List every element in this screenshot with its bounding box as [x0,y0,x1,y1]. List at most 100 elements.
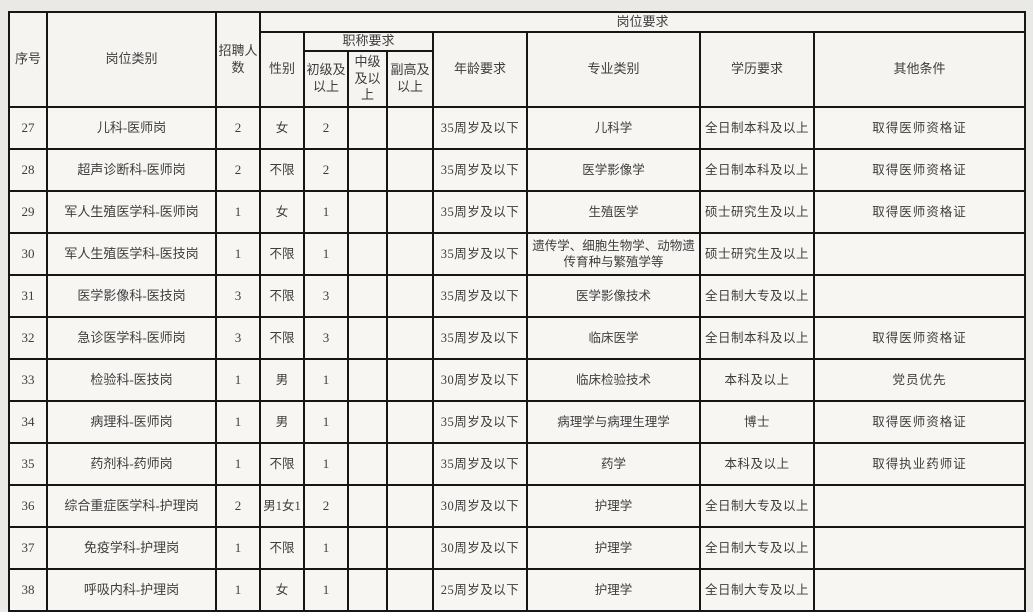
cell-count: 1 [215,190,261,234]
cell-count: 1 [215,232,261,276]
cell-count: 2 [215,484,261,528]
cell-junior: 2 [303,148,349,192]
cell-age: 35周岁及以下 [432,316,528,360]
cell-no: 28 [8,148,48,192]
cell-senior [386,106,434,150]
cell-other: 取得医师资格证 [813,106,1026,150]
cell-count: 1 [215,442,261,486]
cell-senior [386,274,434,318]
cell-no: 34 [8,400,48,444]
cell-intermediate [347,148,388,192]
cell-no: 32 [8,316,48,360]
header-category: 岗位类别 [46,11,217,108]
cell-junior: 3 [303,316,349,360]
cell-intermediate [347,484,388,528]
header-requirements-group: 岗位要求 [259,11,1026,33]
header-major: 专业类别 [526,31,701,108]
cell-count: 1 [215,400,261,444]
cell-senior [386,526,434,570]
cell-intermediate [347,106,388,150]
cell-junior: 1 [303,232,349,276]
table-header: 序号 岗位类别 招聘人数 岗位要求 性别 职称要求 年龄要求 专业类别 学历要求… [8,11,1026,108]
cell-category: 军人生殖医学科-医师岗 [46,190,217,234]
table-row: 38 呼吸内科-护理岗 1 女 1 25周岁及以下 护理学 全日制大专及以上 [8,568,1026,612]
cell-age: 35周岁及以下 [432,148,528,192]
cell-major: 护理学 [526,568,701,612]
cell-other [813,526,1026,570]
cell-education: 全日制本科及以上 [699,106,815,150]
cell-other [813,232,1026,276]
cell-count: 1 [215,358,261,402]
cell-education: 硕士研究生及以上 [699,232,815,276]
table-row: 28 超声诊断科-医师岗 2 不限 2 35周岁及以下 医学影像学 全日制本科及以上 取得医师资… [8,148,1026,192]
cell-age: 30周岁及以下 [432,484,528,528]
cell-age: 30周岁及以下 [432,358,528,402]
cell-senior [386,316,434,360]
cell-other: 党员优先 [813,358,1026,402]
header-senior-title: 副高及以上 [386,50,434,108]
cell-age: 35周岁及以下 [432,232,528,276]
cell-count: 3 [215,316,261,360]
cell-junior: 2 [303,484,349,528]
cell-intermediate [347,526,388,570]
cell-other: 取得医师资格证 [813,190,1026,234]
header-no: 序号 [8,11,48,108]
cell-category: 病理科-医师岗 [46,400,217,444]
cell-category: 药剂科-药师岗 [46,442,217,486]
cell-senior [386,358,434,402]
cell-senior [386,400,434,444]
cell-senior [386,568,434,612]
header-title-group: 职称要求 [303,31,434,52]
cell-other: 取得执业药师证 [813,442,1026,486]
cell-major: 病理学与病理生理学 [526,400,701,444]
cell-no: 37 [8,526,48,570]
cell-other [813,274,1026,318]
cell-category: 检验科-医技岗 [46,358,217,402]
cell-gender: 不限 [259,526,305,570]
cell-count: 1 [215,526,261,570]
cell-intermediate [347,316,388,360]
table-row: 32 急诊医学科-医师岗 3 不限 3 35周岁及以下 临床医学 全日制本科及以上 取得医师资格… [8,316,1026,360]
cell-age: 35周岁及以下 [432,274,528,318]
cell-junior: 1 [303,190,349,234]
cell-education: 全日制大专及以上 [699,568,815,612]
table-row: 34 病理科-医师岗 1 男 1 35周岁及以下 病理学与病理生理学 博士 取得医师资格证 [8,400,1026,444]
cell-no: 33 [8,358,48,402]
cell-category: 急诊医学科-医师岗 [46,316,217,360]
cell-age: 30周岁及以下 [432,526,528,570]
cell-senior [386,442,434,486]
table-body: 27 儿科-医师岗 2 女 2 35周岁及以下 儿科学 全日制本科及以上 取得医师资格证 28 超声… [8,106,1026,612]
cell-gender: 不限 [259,148,305,192]
table-row: 27 儿科-医师岗 2 女 2 35周岁及以下 儿科学 全日制本科及以上 取得医师资格证 [8,106,1026,150]
cell-gender: 男 [259,400,305,444]
cell-education: 全日制大专及以上 [699,274,815,318]
cell-no: 29 [8,190,48,234]
cell-age: 35周岁及以下 [432,400,528,444]
cell-education: 全日制大专及以上 [699,484,815,528]
cell-other [813,568,1026,612]
cell-gender: 男1女1 [259,484,305,528]
cell-intermediate [347,274,388,318]
cell-education: 本科及以上 [699,358,815,402]
cell-intermediate [347,442,388,486]
cell-senior [386,190,434,234]
cell-count: 1 [215,568,261,612]
cell-gender: 不限 [259,232,305,276]
header-count: 招聘人数 [215,11,261,108]
cell-count: 2 [215,148,261,192]
cell-no: 31 [8,274,48,318]
cell-junior: 2 [303,106,349,150]
positions-table: 序号 岗位类别 招聘人数 岗位要求 性别 职称要求 年龄要求 专业类别 学历要求… [8,11,1026,612]
cell-senior [386,232,434,276]
cell-count: 3 [215,274,261,318]
cell-gender: 不限 [259,274,305,318]
header-gender: 性别 [259,31,305,108]
table-row: 30 军人生殖医学科-医技岗 1 不限 1 35周岁及以下 遗传学、细胞生物学、动物遗传育种… [8,232,1026,276]
cell-major: 临床检验技术 [526,358,701,402]
cell-category: 儿科-医师岗 [46,106,217,150]
cell-age: 35周岁及以下 [432,442,528,486]
cell-gender: 女 [259,568,305,612]
cell-intermediate [347,568,388,612]
cell-other: 取得医师资格证 [813,316,1026,360]
cell-major: 临床医学 [526,316,701,360]
